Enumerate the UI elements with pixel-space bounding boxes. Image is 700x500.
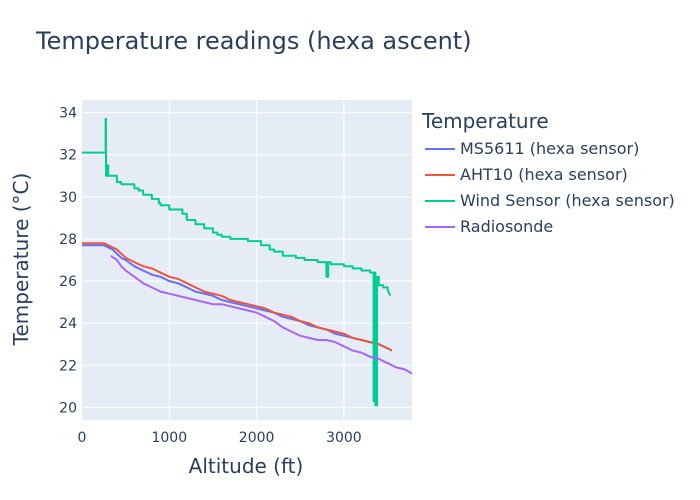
y-tick-label: 30: [59, 190, 77, 206]
series-layer: [82, 117, 413, 407]
series-line-1: [82, 244, 393, 352]
series-line-4: [110, 254, 413, 375]
x-axis-title: Altitude (ft): [189, 454, 304, 478]
chart-title: Temperature readings (hexa ascent): [35, 27, 472, 55]
y-tick-label: 24: [59, 316, 77, 332]
grid-lines: [82, 100, 412, 420]
legend-item-label: AHT10 (hexa sensor): [460, 165, 628, 184]
plot-area: [82, 100, 412, 420]
series-line-3: [82, 117, 392, 407]
y-tick-label: 22: [59, 358, 77, 374]
x-tick-label: 2000: [239, 430, 275, 446]
legend-item-label: Wind Sensor (hexa sensor): [460, 191, 675, 210]
x-tick-label: 1000: [151, 430, 187, 446]
x-tick-labels: 0 1000 2000 3000: [78, 430, 362, 446]
legend-title: Temperature: [421, 109, 549, 133]
y-tick-label: 34: [59, 106, 77, 122]
y-tick-label: 28: [59, 232, 77, 248]
y-tick-label: 26: [59, 274, 77, 290]
y-axis-title: Temperature (°C): [9, 173, 33, 347]
legend-item-label: Radiosonde: [460, 217, 553, 236]
x-tick-label: 3000: [326, 430, 362, 446]
legend-item-label: MS5611 (hexa sensor): [460, 139, 639, 158]
y-tick-label: 20: [59, 400, 77, 416]
series-line-2: [82, 242, 393, 352]
y-tick-labels: 20 22 24 26 28 30 32 34: [59, 106, 77, 417]
y-tick-label: 32: [59, 148, 77, 164]
legend: Temperature MS5611 (hexa sensor) AHT10 (h…: [421, 109, 675, 236]
x-tick-label: 0: [78, 430, 87, 446]
